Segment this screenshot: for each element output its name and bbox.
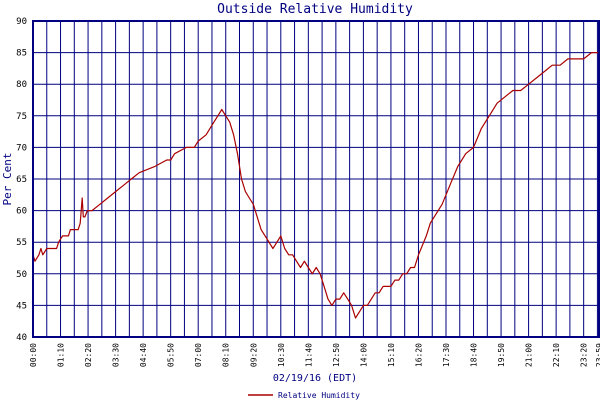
x-tick-label: 00:00 bbox=[29, 343, 38, 367]
x-tick-label: 15:10 bbox=[387, 343, 396, 367]
x-tick-label: 23:59 bbox=[595, 343, 600, 367]
y-tick-label: 55 bbox=[16, 238, 27, 248]
y-axis-ticks: 40 45 50 55 60 65 70 75 80 85 90 bbox=[16, 17, 27, 343]
legend: Relative Humidity bbox=[248, 391, 360, 400]
y-tick-label: 65 bbox=[16, 175, 27, 185]
x-tick-label: 05:50 bbox=[167, 343, 176, 367]
x-tick-label: 10:30 bbox=[277, 343, 286, 367]
y-axis-label: Per Cent bbox=[1, 153, 14, 206]
x-tick-label: 09:20 bbox=[249, 343, 258, 367]
x-axis-label: 02/19/16 (EDT) bbox=[273, 373, 357, 384]
series-layer bbox=[32, 51, 599, 319]
plot-frame bbox=[32, 20, 600, 338]
y-tick-label: 80 bbox=[16, 80, 27, 90]
y-tick-label: 40 bbox=[16, 333, 27, 343]
y-tick-label: 50 bbox=[16, 270, 27, 280]
x-tick-label: 14:00 bbox=[359, 343, 368, 367]
y-tick-label: 90 bbox=[16, 17, 27, 27]
x-tick-label: 02:20 bbox=[84, 343, 93, 367]
x-tick-label: 18:40 bbox=[470, 343, 479, 367]
x-tick-label: 17:30 bbox=[442, 343, 451, 367]
x-tick-label: 21:00 bbox=[525, 343, 534, 367]
x-tick-label: 04:40 bbox=[139, 343, 148, 367]
grid bbox=[33, 21, 599, 337]
x-tick-label: 03:30 bbox=[112, 343, 121, 367]
x-tick-label: 07:00 bbox=[194, 343, 203, 367]
series-line bbox=[32, 51, 599, 319]
x-tick-label: 19:50 bbox=[497, 343, 506, 367]
x-tick-label: 23:20 bbox=[580, 343, 589, 367]
legend-label: Relative Humidity bbox=[278, 391, 360, 400]
chart-title: Outside Relative Humidity bbox=[217, 2, 413, 17]
y-tick-label: 60 bbox=[16, 207, 27, 217]
x-tick-label: 12:50 bbox=[332, 343, 341, 367]
y-tick-label: 70 bbox=[16, 143, 27, 153]
y-tick-label: 75 bbox=[16, 112, 27, 122]
x-tick-label: 08:10 bbox=[222, 343, 231, 367]
x-tick-label: 01:10 bbox=[57, 343, 66, 367]
x-tick-label: 11:40 bbox=[304, 343, 313, 367]
y-tick-label: 45 bbox=[16, 301, 27, 311]
x-tick-label: 22:10 bbox=[552, 343, 561, 367]
y-tick-label: 85 bbox=[16, 49, 27, 59]
x-tick-label: 16:20 bbox=[414, 343, 423, 367]
x-axis-ticks: 00:00 01:10 02:20 03:30 04:40 05:50 07:00 08:10… bbox=[29, 343, 600, 367]
